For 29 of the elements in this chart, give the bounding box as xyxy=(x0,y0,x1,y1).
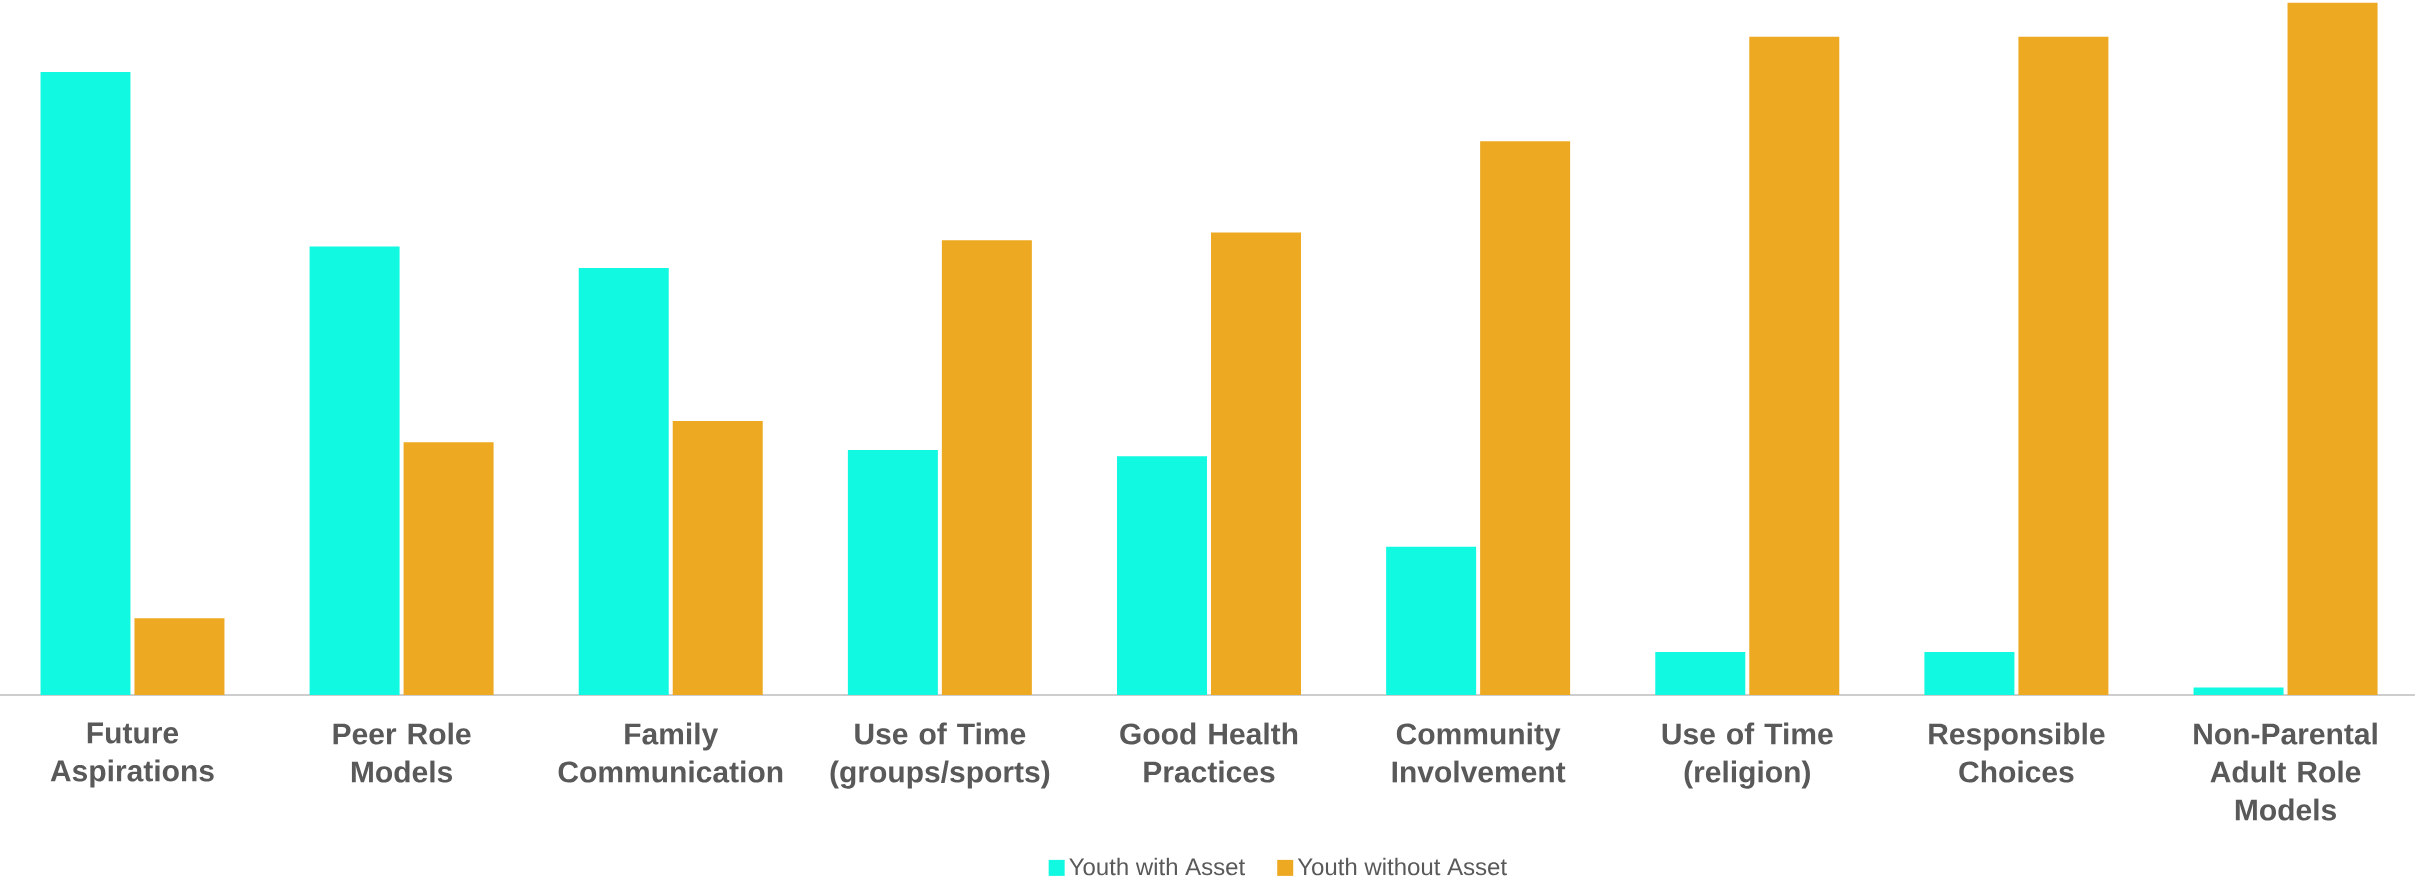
bar xyxy=(134,618,225,695)
bar xyxy=(941,240,1032,695)
x-tick-label: Peer Role Models xyxy=(333,722,471,783)
bar xyxy=(1211,232,1301,695)
bar xyxy=(2018,36,2109,695)
bar xyxy=(1924,652,2015,695)
bar xyxy=(1655,652,1746,695)
bar xyxy=(847,449,938,695)
x-tick-label: Future Aspirations xyxy=(50,722,214,788)
x-tick-label: Use of Time (religion) xyxy=(1662,722,1833,789)
x-tick-label: Good Health Practices xyxy=(1120,722,1298,783)
bar xyxy=(1117,456,1207,695)
bar xyxy=(1480,141,1571,695)
x-tick-label: Community Involvement xyxy=(1392,722,1566,783)
bar xyxy=(2193,687,2284,695)
bar xyxy=(1749,36,1840,695)
bar xyxy=(40,71,131,695)
bar xyxy=(2287,2,2378,695)
bar xyxy=(578,267,669,695)
legend-label: Youth without Asset xyxy=(1297,857,1507,876)
bar xyxy=(672,420,763,695)
x-tick-label: Responsible Choices xyxy=(1929,722,2105,783)
x-tick-label: Family Communication xyxy=(558,722,783,783)
legend-label: Youth with Asset xyxy=(1069,857,1246,876)
bar xyxy=(403,442,494,695)
x-tick-label: Use of Time (groups/sports) xyxy=(830,722,1050,789)
x-tick-label: Non-Parental Adult Role Models xyxy=(2194,722,2377,821)
bar xyxy=(309,246,400,695)
bar xyxy=(1386,546,1477,695)
